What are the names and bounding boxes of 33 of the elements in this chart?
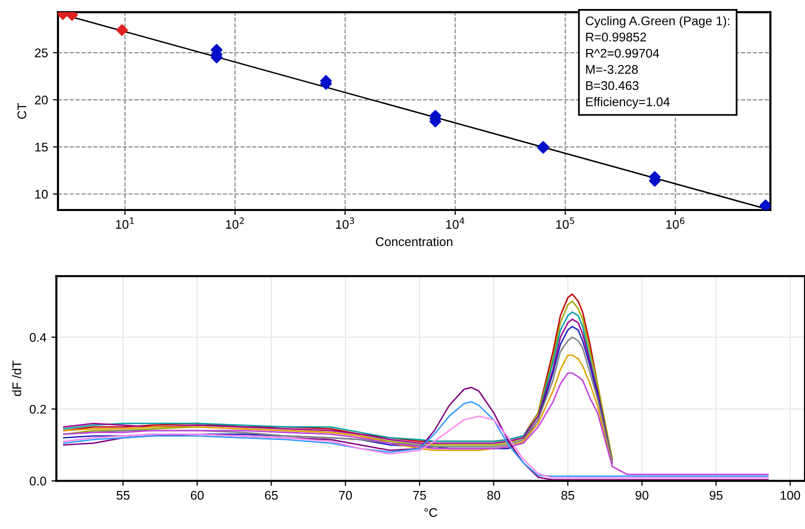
x-tick-label: 10$^{3}$: [336, 217, 354, 229]
x-tick-label: 65: [264, 490, 278, 500]
x-tick-label: 10$^{6}$: [666, 217, 684, 229]
annotation: R^2=0.99704: [586, 48, 660, 58]
annotation: R=0.99852: [586, 32, 646, 42]
y-tick-label: 15: [35, 142, 48, 152]
y-tick-label: 0.0: [30, 476, 46, 486]
x-axis-title: Concentration: [376, 236, 452, 246]
x-tick-label: 75: [413, 491, 426, 500]
x-tick-label: 60: [190, 490, 204, 500]
x-tick-label: 85: [561, 490, 574, 500]
x-tick-label: 10$^{5}$: [556, 218, 574, 229]
x-tick-label: 70: [339, 490, 352, 500]
annotation: Cycling A.Green (Page 1):: [586, 16, 730, 28]
y-tick-label: 0.4: [30, 332, 46, 342]
y-tick-label: 20: [34, 96, 48, 104]
y-axis-title: dF /dT: [12, 360, 22, 396]
annotation: Efficiency=1.04: [586, 97, 670, 109]
x-axis-title: °C: [424, 508, 438, 517]
x-tick-label: 10$^{1}$: [116, 218, 134, 229]
x-tick-label: 10$^{4}$: [446, 218, 464, 229]
y-axis-title: CT: [17, 103, 26, 119]
x-tick-label: 95: [710, 490, 722, 500]
annotation: M=-3.228: [586, 65, 638, 74]
annotation: B=30.463: [586, 81, 638, 90]
x-tick-label: 80: [487, 490, 500, 500]
y-tick-label: 25: [34, 48, 48, 58]
y-tick-label: 0.2: [30, 404, 46, 414]
y-tick-label: 10: [35, 190, 48, 199]
x-tick-label: 55: [116, 491, 130, 500]
x-tick-label: 10$^{2}$: [226, 217, 244, 229]
x-tick-label: 90: [636, 490, 648, 500]
x-tick-label: 100: [780, 490, 800, 500]
